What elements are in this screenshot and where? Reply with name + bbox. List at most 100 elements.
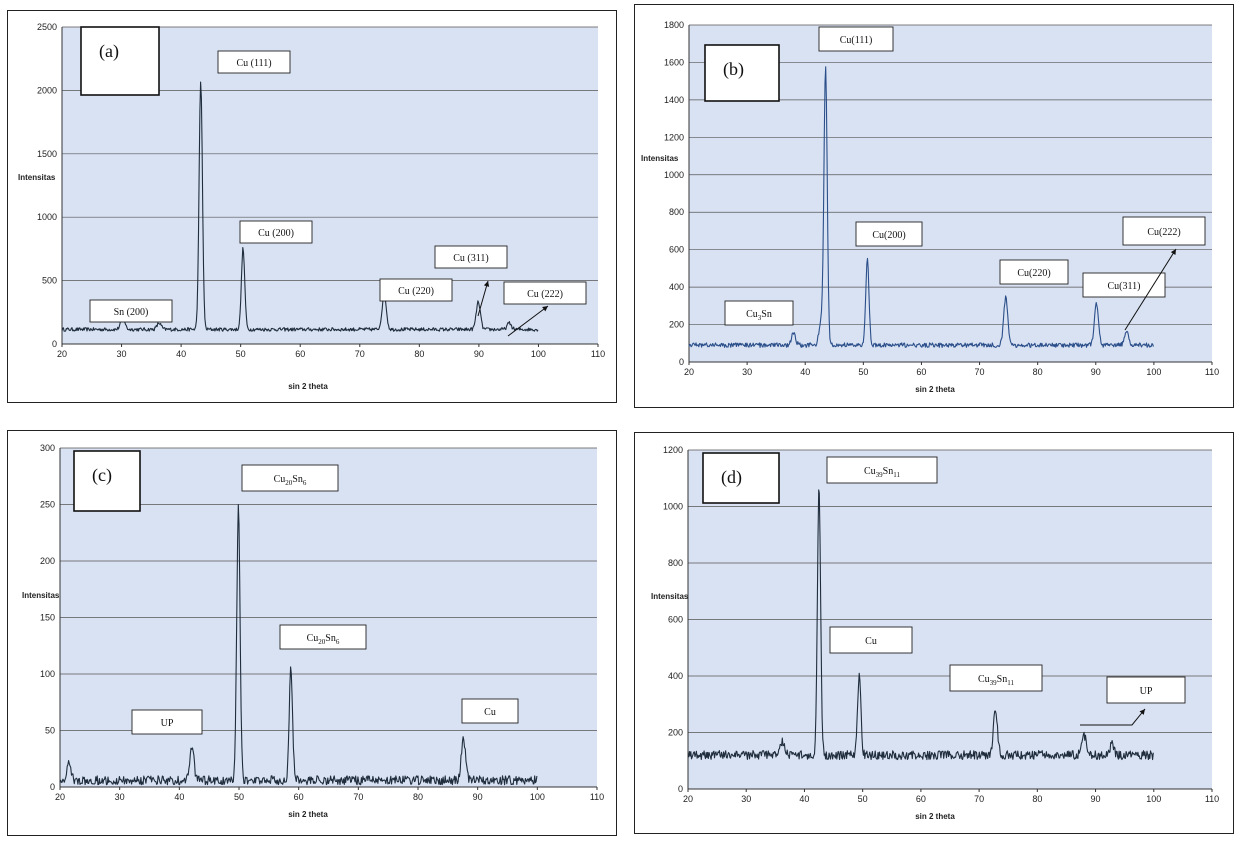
panel-letter: (b) xyxy=(704,44,780,102)
y-tick-label: 1400 xyxy=(664,95,684,105)
y-tick-label: 2500 xyxy=(37,22,57,32)
x-tick-label: 50 xyxy=(236,349,246,359)
y-axis-label: Intensitas xyxy=(22,591,60,600)
x-tick-label: 110 xyxy=(591,349,605,359)
x-tick-label: 80 xyxy=(414,349,424,359)
arrow-head xyxy=(1170,249,1176,255)
xrd-trace xyxy=(687,489,1154,761)
x-tick-label: 90 xyxy=(473,792,483,802)
x-tick-label: 100 xyxy=(1146,794,1161,804)
y-axis-label: Intensitas xyxy=(641,154,679,163)
x-tick-label: 40 xyxy=(799,794,809,804)
peak-label: Cu xyxy=(829,626,913,654)
x-tick-label: 30 xyxy=(115,792,125,802)
x-tick-label: 30 xyxy=(117,349,127,359)
x-tick-label: 50 xyxy=(858,367,868,377)
xrd-trace xyxy=(688,66,1154,348)
y-tick-label: 800 xyxy=(668,558,683,568)
peak-label: Cu(111) xyxy=(818,26,894,52)
x-tick-label: 70 xyxy=(975,367,985,377)
x-tick-label: 60 xyxy=(916,367,926,377)
x-tick-label: 100 xyxy=(1146,367,1161,377)
y-tick-label: 150 xyxy=(40,613,55,623)
x-tick-label: 20 xyxy=(55,792,65,802)
y-tick-label: 600 xyxy=(668,615,683,625)
y-tick-label: 100 xyxy=(40,669,55,679)
x-tick-label: 60 xyxy=(295,349,305,359)
chart-a: 0 500 1000 1500 2000 2500 20 30 40 50 60 70 80 90 100 1… xyxy=(18,22,605,391)
peak-label: Cu (311) xyxy=(434,245,508,269)
peak-label: UP xyxy=(1106,676,1186,704)
y-axis-label: Intensitas xyxy=(18,173,56,182)
svg-text:UP: UP xyxy=(161,718,174,729)
y-tick-label: 1500 xyxy=(37,149,57,159)
label-arrow xyxy=(507,305,549,337)
x-tick-label: 40 xyxy=(800,367,810,377)
y-tick-label: 1200 xyxy=(663,445,683,455)
svg-text:Cu(200): Cu(200) xyxy=(872,230,905,241)
chart-c: 0 50 100 150 200 250 300 20 30 40 50 60 70 80 90 100 110… xyxy=(22,443,604,819)
arrow-head xyxy=(483,281,490,287)
svg-text:(b): (b) xyxy=(723,59,744,80)
x-tick-label: 80 xyxy=(1033,367,1043,377)
x-tick-label: 110 xyxy=(1205,367,1219,377)
chart-d: 0 200 400 600 800 1000 1200 20 30 40 50 60 70 80 90 100… xyxy=(651,445,1219,821)
panel-letter: (d) xyxy=(702,452,780,504)
peak-label: UP xyxy=(131,709,203,735)
x-axis-label: sin 2 theta xyxy=(288,382,328,391)
peak-label: Cu (222) xyxy=(503,281,587,305)
x-tick-label: 50 xyxy=(858,794,868,804)
y-tick-label: 1000 xyxy=(37,212,57,222)
panel-letter: (c) xyxy=(73,450,141,512)
arrow-head xyxy=(542,306,548,312)
x-tick-label: 100 xyxy=(530,792,545,802)
peak-label: Cu39Sn11 xyxy=(949,664,1043,692)
x-tick-label: 90 xyxy=(1091,367,1101,377)
chart-panel-b: 0 200 400 600 800 1000 1200 1400 1600 1800 20 30 40 5… xyxy=(634,4,1234,408)
y-tick-label: 50 xyxy=(45,726,55,736)
x-tick-label: 80 xyxy=(1032,794,1042,804)
x-axis-label: sin 2 theta xyxy=(288,810,328,819)
peak-label: Cu (200) xyxy=(239,220,313,244)
svg-text:Cu (111): Cu (111) xyxy=(236,58,271,69)
y-tick-label: 200 xyxy=(668,728,683,738)
y-tick-label: 500 xyxy=(42,276,57,286)
y-tick-label: 800 xyxy=(669,207,684,217)
svg-text:(d): (d) xyxy=(721,467,742,488)
x-tick-label: 30 xyxy=(741,794,751,804)
arrow-head xyxy=(1139,709,1145,715)
svg-text:Cu3Sn: Cu3Sn xyxy=(746,309,772,322)
label-arrow xyxy=(477,280,489,317)
peak-label: Sn (200) xyxy=(89,299,173,323)
x-tick-label: 70 xyxy=(355,349,365,359)
svg-text:Cu20Sn6: Cu20Sn6 xyxy=(307,633,340,646)
peak-label: Cu(200) xyxy=(855,221,923,247)
svg-text:Cu(220): Cu(220) xyxy=(1017,268,1050,279)
peak-label: Cu3Sn xyxy=(724,300,794,326)
y-tick-label: 300 xyxy=(40,443,55,453)
y-tick-label: 200 xyxy=(40,556,55,566)
peak-label: Cu (220) xyxy=(379,278,453,302)
x-tick-label: 40 xyxy=(174,792,184,802)
peak-label: Cu (111) xyxy=(217,50,291,74)
y-tick-label: 1600 xyxy=(664,57,684,67)
label-arrow xyxy=(1124,248,1177,331)
svg-text:Cu (311): Cu (311) xyxy=(453,253,488,264)
y-tick-label: 400 xyxy=(669,282,684,292)
x-axis-label: sin 2 theta xyxy=(915,385,955,394)
svg-text:UP: UP xyxy=(1140,686,1153,697)
x-tick-label: 90 xyxy=(474,349,484,359)
panel-letter: (a) xyxy=(80,26,160,96)
svg-text:Cu39Sn11: Cu39Sn11 xyxy=(978,674,1014,687)
chart-panel-c: 0 50 100 150 200 250 300 20 30 40 50 60 70 80 90 100 110… xyxy=(7,430,617,836)
y-tick-label: 0 xyxy=(50,782,55,792)
chart-b: 0 200 400 600 800 1000 1200 1400 1600 1800 20 30 40 5… xyxy=(641,20,1219,394)
y-tick-label: 400 xyxy=(668,671,683,681)
svg-text:(a): (a) xyxy=(99,41,119,62)
x-tick-label: 70 xyxy=(974,794,984,804)
peak-label: Cu20Sn6 xyxy=(279,624,367,650)
svg-text:Cu20Sn6: Cu20Sn6 xyxy=(274,474,307,487)
svg-text:Cu: Cu xyxy=(484,707,496,718)
x-tick-label: 110 xyxy=(1205,794,1219,804)
peak-label: Cu39Sn11 xyxy=(826,456,938,484)
